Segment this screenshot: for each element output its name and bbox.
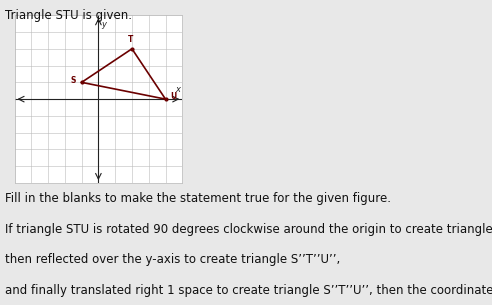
Text: U: U [171, 92, 177, 101]
Text: and finally translated right 1 space to create triangle S’’T’’U’’, then the coor: and finally translated right 1 space to … [5, 284, 492, 297]
Text: If triangle STU is rotated 90 degrees clockwise around the origin to create tria: If triangle STU is rotated 90 degrees cl… [5, 223, 492, 236]
Text: then reflected over the y-axis to create triangle S’’T’’U’’,: then reflected over the y-axis to create… [5, 253, 340, 266]
Text: Triangle STU is given.: Triangle STU is given. [5, 9, 132, 22]
Text: Fill in the blanks to make the statement true for the given figure.: Fill in the blanks to make the statement… [5, 192, 391, 205]
Text: S: S [70, 76, 76, 85]
Text: y: y [101, 20, 106, 29]
Text: x: x [176, 85, 181, 94]
Text: T: T [127, 35, 133, 44]
